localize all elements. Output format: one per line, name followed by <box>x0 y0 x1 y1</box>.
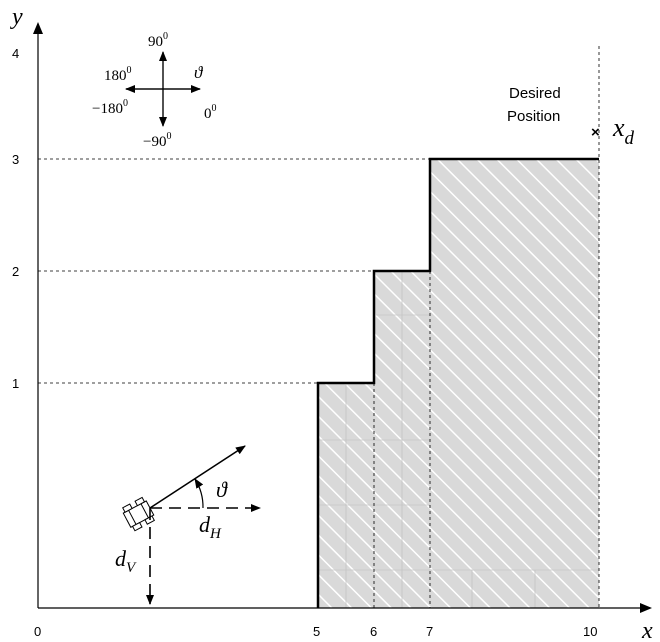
y-axis-arrow <box>33 22 43 34</box>
x-tick-6: 6 <box>370 624 377 639</box>
compass-rose <box>125 51 201 127</box>
desired-label-line1: Desired <box>509 85 561 102</box>
x-axis-label: x <box>641 618 653 642</box>
x-tick-7: 7 <box>426 624 433 639</box>
compass-east-label: 00 <box>204 103 217 122</box>
compass-west-upper-label: 1800 <box>104 65 132 84</box>
y-tick-2: 2 <box>12 264 19 279</box>
heading-angle-symbol: ϑ <box>216 477 228 502</box>
x-axis-arrow <box>640 603 652 613</box>
compass-angle-symbol: ϑ <box>194 63 204 82</box>
y-axis-label: y <box>10 4 23 30</box>
desired-position-marker: × <box>591 124 600 141</box>
dh-label: dH <box>199 512 222 542</box>
x-tick-5: 5 <box>313 624 320 639</box>
x-tick-10: 10 <box>583 624 597 639</box>
compass-south-label: −900 <box>143 131 171 150</box>
compass-west-lower-label: −1800 <box>92 98 128 117</box>
x-tick-0: 0 <box>34 624 41 639</box>
desired-position-symbol: xd <box>612 113 635 149</box>
y-tick-1: 1 <box>12 376 19 391</box>
y-tick-4: 4 <box>12 46 19 61</box>
compass-north-label: 900 <box>148 31 168 50</box>
y-tick-3: 3 <box>12 152 19 167</box>
desired-label-line2: Position <box>507 108 560 125</box>
dv-label: dV <box>115 546 137 576</box>
heading-arrow <box>149 445 246 509</box>
heading-angle-arc <box>194 478 204 509</box>
vehicle-icon <box>122 496 156 532</box>
guide-lines <box>38 46 600 608</box>
